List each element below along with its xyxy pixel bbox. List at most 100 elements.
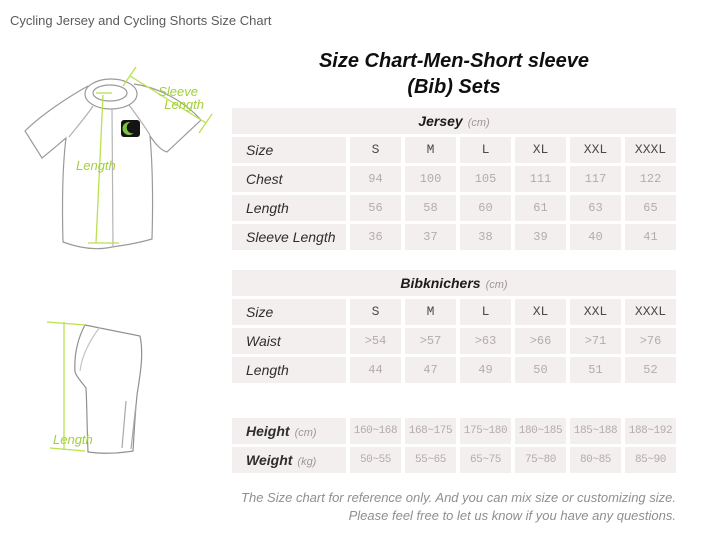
jersey-outline [24,78,202,250]
value-cell: 117 [570,166,621,192]
value-cell: XL [515,137,566,163]
row-label: Chest [232,166,346,192]
sleeve-length-label-line2: Length [164,97,204,112]
value-cell: M [405,137,456,163]
value-cell: 85~90 [625,447,676,473]
value-cell: S [350,137,401,163]
length-measure-line [88,92,119,244]
value-cell: 168~175 [405,418,456,444]
value-cell: 49 [460,357,511,383]
value-cell: 51 [570,357,621,383]
row-label-text: Size [246,304,274,320]
row-label-text: Length [246,200,289,216]
value-cell: 39 [515,224,566,250]
value-cell: XXL [570,137,621,163]
row-label: Sleeve Length [232,224,346,250]
value-cell: 160~168 [350,418,401,444]
shorts-outline [74,324,143,454]
value-cell: XXL [570,299,621,325]
table-title-unit: (cm) [485,279,508,291]
row-label-text: Weight [246,452,293,468]
row-label-unit: (kg) [297,456,317,468]
row-label-text: Waist [246,333,281,349]
value-cell: 40 [570,224,621,250]
value-cell: 180~185 [515,418,566,444]
value-cell: XXXL [625,299,676,325]
row-label: Length [232,195,346,221]
row-label: Size [232,299,346,325]
value-cell: >57 [405,328,456,354]
value-cell: 50 [515,357,566,383]
value-cell: XL [515,299,566,325]
value-cell: 175~180 [460,418,511,444]
value-cell: 60 [460,195,511,221]
value-cell: 185~188 [570,418,621,444]
footer-note-2: Please feel free to let us know if you h… [348,508,676,523]
value-cell: XXXL [625,137,676,163]
table-title: Jersey [418,113,463,129]
value-cell: L [460,299,511,325]
value-cell: 52 [625,357,676,383]
value-cell: 55~65 [405,447,456,473]
value-cell: 80~85 [570,447,621,473]
value-cell: L [460,137,511,163]
value-cell: 37 [405,224,456,250]
row-label-text: Size [246,142,274,158]
row-label-unit: (cm) [294,427,317,439]
shorts-front-seam [79,326,101,372]
shorts-length-label: Length [53,432,93,447]
row-label-text: Sleeve Length [246,229,336,245]
table-header-jersey: Jersey (cm) [232,108,676,134]
table-title: Bibknichers [400,275,481,291]
row-label: Waist [232,328,346,354]
size-chart-heading: Size Chart-Men-Short sleeve (Bib) Sets [232,48,676,100]
row-label: Weight (kg) [232,447,346,473]
value-cell: S [350,299,401,325]
collar-outer [84,78,138,110]
row-label-text: Length [246,362,289,378]
jersey-length-label: Length [76,158,116,173]
sleeve-measure-line [122,66,213,134]
collar-inner [92,84,128,102]
bibknichers-size-table: Bibknichers (cm) Size S M L XL XXL XXXL Waist >54 >… [232,270,676,383]
jersey-size-table: Jersey (cm) Size S M L XL XXL XXXL Chest 94 100 105 1… [232,108,676,250]
value-cell: 111 [515,166,566,192]
page-title: Cycling Jersey and Cycling Shorts Size C… [10,13,272,28]
raglan-seam-left [68,105,94,138]
shorts-knee-panel [121,400,137,450]
height-weight-table: Height (cm) 160~168 168~175 175~180 180~185 18… [232,418,676,473]
row-label: Size [232,137,346,163]
value-cell: >76 [625,328,676,354]
zipper-line [111,108,114,248]
value-cell: >71 [570,328,621,354]
row-label: Height (cm) [232,418,346,444]
value-cell: 56 [350,195,401,221]
value-cell: M [405,299,456,325]
value-cell: 58 [405,195,456,221]
row-label: Length [232,357,346,383]
footer-note-1: The Size chart for reference only. And y… [241,490,676,505]
row-label-text: Chest [246,171,283,187]
value-cell: 63 [570,195,621,221]
value-cell: 65~75 [460,447,511,473]
value-cell: 65 [625,195,676,221]
row-label-text: Height [246,423,290,439]
value-cell: >54 [350,328,401,354]
table-title-unit: (cm) [467,117,490,129]
value-cell: 122 [625,166,676,192]
value-cell: 75~80 [515,447,566,473]
brand-logo [121,120,140,137]
value-cell: 36 [350,224,401,250]
value-cell: 38 [460,224,511,250]
value-cell: 105 [460,166,511,192]
value-cell: >66 [515,328,566,354]
heading-line-2: (Bib) Sets [407,76,501,98]
value-cell: 94 [350,166,401,192]
value-cell: 188~192 [625,418,676,444]
heading-line-1: Size Chart-Men-Short sleeve [318,50,590,72]
raglan-seam-right [128,104,151,136]
value-cell: 100 [405,166,456,192]
value-cell: 44 [350,357,401,383]
shorts-illustration: Length [46,321,143,454]
